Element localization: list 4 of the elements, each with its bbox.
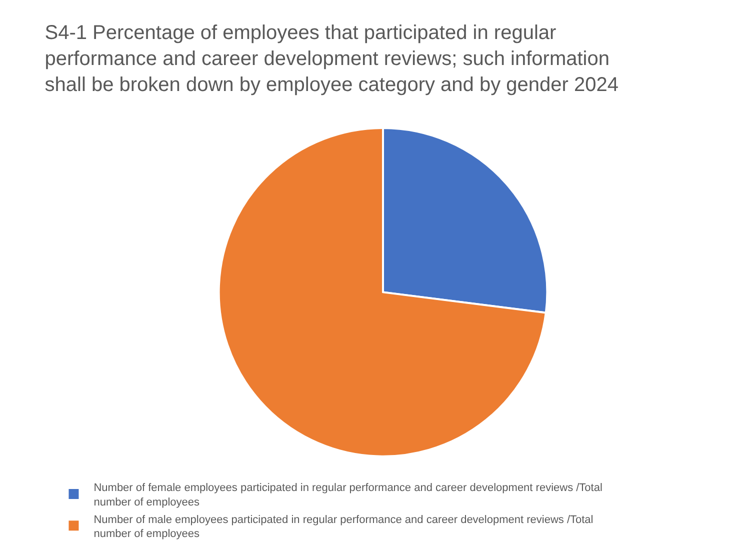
legend-label: Number of female employees participated in regular performance and career development reviews /Total number of employees bbox=[94, 482, 602, 508]
legend-label: Number of male employees participated in regular performance and career development reviews /Total number of employees bbox=[94, 514, 594, 540]
chart-title: S4-1 Percentage of employees that participated in regular performance and career development reviews; such information shall be broken down by employee category and by gender 2024 bbox=[44, 22, 618, 96]
pie-slice bbox=[218, 127, 547, 458]
